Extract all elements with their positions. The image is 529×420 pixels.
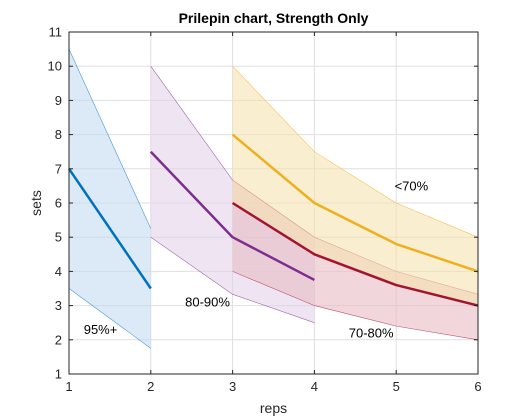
series-line-4 bbox=[231, 133, 479, 273]
x-tick-label: 3 bbox=[229, 379, 236, 394]
x-tick-label: 4 bbox=[311, 379, 318, 394]
y-tick-label: 3 bbox=[55, 298, 62, 313]
band-area-1 bbox=[69, 49, 151, 349]
y-tick-label: 6 bbox=[55, 196, 62, 211]
axis-ticks: 1 2 3 4 5 6 1 2 3 4 5 6 7 8 9 10 11 bbox=[48, 25, 482, 395]
band-area-4 bbox=[232, 66, 478, 306]
annotation-label: 95%+ bbox=[84, 322, 118, 337]
x-tick-label: 1 bbox=[65, 379, 72, 394]
line-layer bbox=[67, 133, 479, 307]
band-lower-edge-2 bbox=[150, 236, 315, 323]
y-tick-label: 8 bbox=[55, 127, 62, 142]
y-tick-label: 10 bbox=[48, 59, 62, 74]
x-tick-label: 6 bbox=[474, 379, 481, 394]
band-upper-edge-1 bbox=[68, 48, 152, 229]
y-tick-label: 1 bbox=[55, 367, 62, 382]
y-tick-label: 2 bbox=[55, 332, 62, 347]
series-line-3 bbox=[231, 201, 479, 307]
y-axis-label: sets bbox=[28, 190, 44, 216]
annotations: 95%+ 80-90% 70-80% <70% bbox=[84, 178, 429, 340]
band-upper-edge-4 bbox=[232, 65, 479, 238]
band-layer bbox=[68, 48, 479, 349]
annotation-label: <70% bbox=[395, 178, 429, 193]
annotation-label: 70-80% bbox=[349, 325, 394, 340]
y-tick-label: 11 bbox=[49, 25, 63, 40]
y-tick-label: 9 bbox=[55, 93, 62, 108]
y-tick-label: 7 bbox=[55, 161, 62, 176]
band-lower-edge-3 bbox=[232, 271, 479, 341]
series-line-1 bbox=[67, 168, 152, 290]
annotation-label: 80-90% bbox=[185, 295, 230, 310]
x-tick-label: 2 bbox=[147, 379, 154, 394]
chart-title: Prilepin chart, Strength Only bbox=[179, 10, 369, 26]
x-tick-label: 5 bbox=[393, 379, 400, 394]
band-lower-edge-1 bbox=[68, 288, 151, 349]
y-tick-label: 5 bbox=[55, 230, 62, 245]
y-tick-label: 4 bbox=[55, 264, 62, 279]
series-line-2 bbox=[149, 150, 315, 282]
x-axis-label: reps bbox=[260, 400, 287, 416]
